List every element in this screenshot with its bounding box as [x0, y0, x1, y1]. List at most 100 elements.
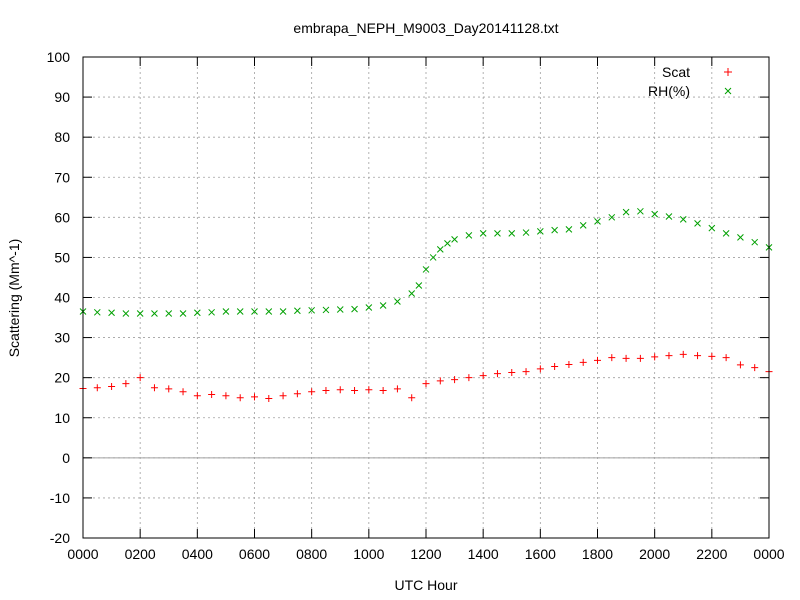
scat-point: [493, 370, 501, 378]
series-layer: [79, 207, 773, 403]
scat-point: [551, 362, 559, 370]
rh-point: [722, 230, 730, 237]
scat-point: [193, 392, 201, 400]
rh-point: [465, 232, 473, 239]
scat-point: [465, 374, 473, 382]
x-tick-label: 1600: [525, 546, 556, 562]
rh-point: [336, 306, 344, 313]
scat-point: [665, 352, 673, 360]
scat-point: [222, 392, 230, 400]
rh-point: [222, 308, 230, 315]
rh-point: [122, 310, 130, 317]
rh-point: [93, 308, 101, 316]
scat-point: [479, 372, 487, 380]
y-tick-label: 70: [54, 169, 70, 185]
scat-point: [408, 394, 416, 402]
rh-point: [551, 226, 558, 234]
rh-point: [308, 306, 316, 314]
rh-point: [751, 238, 759, 246]
scat-point: [565, 360, 573, 368]
rh-point: [594, 217, 601, 225]
y-tick-label: 10: [54, 410, 70, 426]
scat-point: [622, 354, 630, 362]
legend-marker: [724, 68, 732, 76]
x-tick-label: 0000: [67, 546, 98, 562]
scat-point: [365, 386, 373, 394]
y-tick-label: 50: [54, 249, 70, 265]
rh-point: [651, 210, 659, 218]
rh-point: [351, 305, 358, 313]
rh-point: [536, 228, 544, 235]
scat-point: [608, 354, 616, 362]
scat-point: [508, 368, 516, 376]
scat-point: [436, 377, 444, 385]
scat-point: [279, 392, 287, 400]
rh-point: [436, 246, 444, 253]
y-tick-label: 60: [54, 209, 70, 225]
rh-point: [208, 308, 215, 316]
x-tick-label: 0000: [753, 546, 784, 562]
x-tick-label: 2000: [639, 546, 670, 562]
rh-point: [365, 304, 373, 311]
rh-point: [708, 224, 716, 232]
rh-point: [294, 307, 301, 315]
scat-point: [179, 388, 187, 396]
rh-point: [637, 207, 644, 215]
rh-point: [193, 309, 201, 317]
rh-point: [136, 310, 144, 317]
chart-title: embrapa_NEPH_M9003_Day20141128.txt: [293, 20, 558, 36]
rh-point: [379, 302, 387, 309]
x-axis-label: UTC Hour: [394, 577, 457, 593]
x-tick-label: 1800: [582, 546, 613, 562]
rh-point: [179, 310, 187, 317]
axis-ticks: -20 -10 0 10 20 30 40 50 60 70 80 90 100 0000 0200 0400…: [47, 49, 785, 562]
rh-point: [415, 282, 423, 289]
rh-point: [694, 219, 701, 227]
scat-point: [522, 368, 530, 376]
series-scat: [79, 350, 773, 403]
scat-point: [108, 382, 116, 390]
rh-point: [494, 230, 501, 237]
y-axis-label: Scattering (Mm^-1): [6, 239, 22, 358]
scat-point: [679, 350, 687, 358]
legend: Scat RH(%): [648, 64, 732, 99]
rh-point: [251, 308, 258, 315]
scat-point: [136, 374, 144, 382]
scat-point: [708, 352, 716, 360]
rh-point: [108, 309, 115, 317]
scat-point: [165, 385, 173, 393]
x-tick-label: 1200: [410, 546, 441, 562]
scat-point: [293, 390, 301, 398]
rh-point: [444, 240, 451, 247]
rh-point: [151, 310, 158, 317]
rh-point: [737, 234, 744, 241]
x-tick-label: 0600: [239, 546, 270, 562]
y-tick-label: 90: [54, 89, 70, 105]
scat-point: [208, 391, 216, 399]
scat-point: [150, 384, 158, 392]
x-tick-label: 0200: [125, 546, 156, 562]
scat-point: [251, 393, 258, 401]
y-tick-label: 80: [54, 129, 70, 145]
rh-point: [451, 236, 458, 243]
x-tick-label: 0400: [182, 546, 213, 562]
rh-point: [579, 221, 587, 229]
scat-point: [751, 364, 759, 372]
y-tick-label: 40: [54, 290, 70, 306]
scat-point: [379, 386, 387, 394]
scat-point: [722, 354, 730, 362]
rh-point: [422, 266, 430, 273]
y-tick-label: 30: [54, 330, 70, 346]
scat-point: [594, 356, 601, 364]
rh-point: [608, 213, 616, 221]
y-tick-label: -10: [50, 490, 70, 506]
legend-label: RH(%): [648, 83, 690, 99]
scat-point: [536, 365, 544, 373]
y-tick-label: 20: [54, 370, 70, 386]
scat-point: [265, 395, 273, 403]
rh-point: [565, 226, 573, 233]
scat-point: [336, 386, 344, 394]
scat-point: [351, 386, 359, 394]
